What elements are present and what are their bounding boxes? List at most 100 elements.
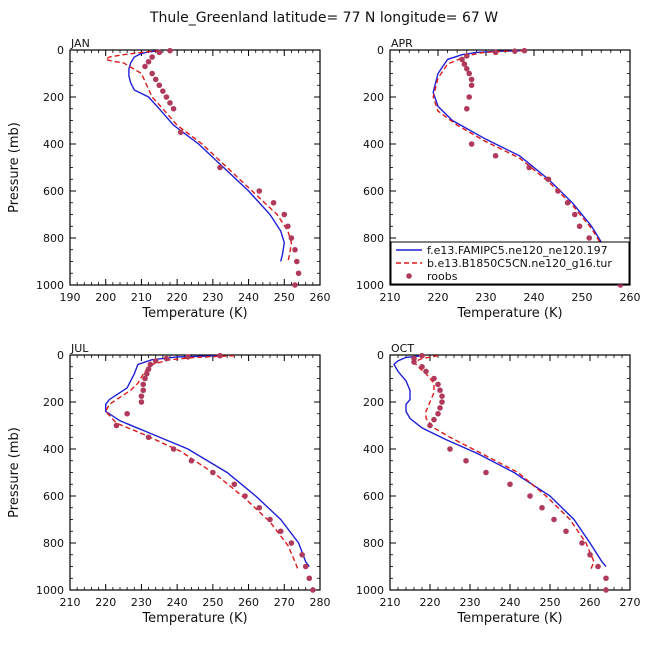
y-tick-label: 600 <box>363 185 384 198</box>
y-axis-label: Pressure (mb) <box>7 122 22 213</box>
data-point <box>466 70 473 77</box>
data-point <box>306 575 313 582</box>
series-line-solid <box>432 50 612 262</box>
data-point <box>292 282 298 288</box>
x-tick-label: 210 <box>380 596 401 609</box>
data-point <box>492 49 499 56</box>
x-tick-label: 240 <box>238 291 259 304</box>
y-tick-label: 200 <box>363 91 384 104</box>
data-point <box>468 76 475 83</box>
data-point <box>163 94 170 100</box>
plot-frame <box>389 354 631 591</box>
y-tick-label: 400 <box>43 443 64 456</box>
data-point <box>147 361 154 368</box>
data-point <box>292 246 298 253</box>
x-tick-label: 270 <box>274 596 295 609</box>
data-point <box>210 469 216 476</box>
data-point <box>138 393 145 399</box>
data-point <box>295 270 302 277</box>
data-point <box>231 481 238 488</box>
data-point <box>437 387 443 394</box>
data-point <box>572 211 578 218</box>
panel-oct: 210 220 230 240 250 260 270 0 200 400 600 800 1000 OC… <box>356 342 641 626</box>
x-tick-label: 240 <box>500 596 521 609</box>
x-tick-label: 210 <box>131 291 152 304</box>
data-point <box>431 375 437 382</box>
data-point <box>521 47 528 54</box>
x-tick-label: 230 <box>476 291 497 304</box>
data-point <box>437 405 443 411</box>
x-tick-label: 280 <box>310 596 331 609</box>
x-tick-label: 250 <box>202 596 223 609</box>
data-point <box>587 551 593 558</box>
y-tick-label: 800 <box>363 232 384 245</box>
data-point <box>464 66 470 72</box>
data-point <box>156 49 163 56</box>
series-roobs <box>142 47 302 288</box>
y-tick-label: 0 <box>377 44 384 57</box>
x-tick-label: 220 <box>420 596 441 609</box>
x-axis-label: Temperature (K) <box>141 611 247 626</box>
data-point <box>431 416 437 423</box>
data-point <box>140 381 147 388</box>
data-point <box>256 504 263 511</box>
legend-entry-label: f.e13.FAMIPC5.ne120_ne120.197 <box>427 244 608 257</box>
data-point <box>113 422 120 429</box>
y-tick-label: 400 <box>43 138 64 151</box>
data-point <box>468 82 475 89</box>
y-tick-label: 600 <box>43 490 64 503</box>
data-point <box>302 563 309 570</box>
data-point <box>576 223 583 230</box>
data-point <box>586 235 592 241</box>
x-tick-label: 240 <box>167 596 188 609</box>
x-tick-label: 260 <box>620 291 641 304</box>
y-tick-label: 200 <box>43 396 64 409</box>
x-tick-label: 240 <box>524 291 545 304</box>
legend: f.e13.FAMIPC5.ne120_ne120.197b.e13.B1850… <box>390 241 630 285</box>
x-tick-label: 230 <box>202 291 223 304</box>
x-tick-label: 250 <box>540 596 561 609</box>
x-axis-label: Temperature (K) <box>456 306 562 321</box>
series-line-dashed <box>432 50 617 267</box>
figure-title: Thule_Greenland latitude= 77 N longitude… <box>149 10 498 26</box>
data-point <box>167 100 173 106</box>
y-tick-label: 0 <box>57 44 64 57</box>
data-point <box>170 105 177 112</box>
data-point <box>512 48 518 54</box>
data-point <box>411 359 417 365</box>
y-tick-label: 800 <box>43 232 64 245</box>
data-point <box>160 88 166 94</box>
series-line-dashed <box>104 355 300 572</box>
y-tick-label: 1000 <box>36 584 64 597</box>
data-point <box>507 481 513 488</box>
series-line-solid <box>105 355 310 567</box>
y-tick-label: 0 <box>57 349 64 362</box>
data-point <box>468 141 475 147</box>
data-point <box>293 258 300 265</box>
panel-apr: 210 220 230 240 250 260 0 200 400 600 800 1000 APR Te… <box>356 37 641 321</box>
data-point <box>256 188 263 194</box>
data-point <box>140 387 147 394</box>
legend-entry-label: roobs <box>427 270 458 283</box>
panel-title: JAN <box>70 37 90 50</box>
data-point <box>177 129 184 136</box>
data-point <box>143 371 150 377</box>
data-point <box>419 352 425 359</box>
data-point <box>299 551 305 558</box>
data-point <box>439 393 445 399</box>
data-point <box>427 422 433 429</box>
x-tick-label: 250 <box>572 291 593 304</box>
data-point <box>464 105 470 112</box>
data-point <box>439 399 445 405</box>
series-roobs <box>411 352 609 593</box>
data-point <box>527 493 533 499</box>
panel-title: OCT <box>391 342 414 355</box>
series-line-solid <box>128 50 286 262</box>
series-line-dashed <box>412 355 595 572</box>
y-tick-label: 200 <box>43 91 64 104</box>
x-tick-label: 260 <box>310 291 331 304</box>
data-point <box>152 358 159 364</box>
x-tick-label: 230 <box>131 596 152 609</box>
data-point <box>288 540 295 546</box>
